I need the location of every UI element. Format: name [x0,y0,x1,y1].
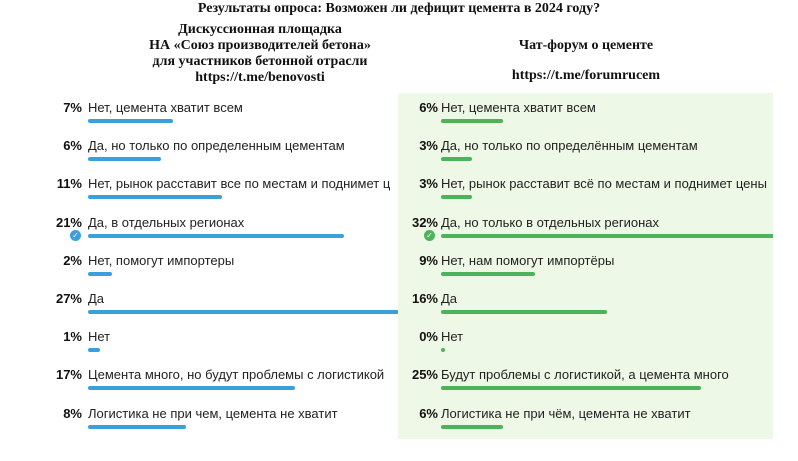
poll-option-label: Да [441,291,458,306]
poll-option-label: Нет [88,329,111,345]
poll-option-percent: 6% [419,100,438,115]
poll-option-label: Нет, рынок расставит все по местам и под… [88,176,391,192]
poll-option-row: 32% Да, но только в отдельных регионах ✓ [398,208,773,246]
left-poll-header: Дискуссионная площадка НА «Союз производ… [70,22,450,86]
poll-option-row: 0% Нет [398,322,773,360]
poll-option-label: Да, но только по определенным цементам [88,138,345,154]
poll-option-bar [441,348,445,353]
poll-option-percent: 16% [411,291,438,306]
poll-option-label: Цемента много, но будут проблемы с логис… [88,367,385,383]
left-header-line: для участников бетонной отрасли [152,54,368,69]
poll-option-row: 6% Да, но только по определенным цементам [0,131,398,169]
poll-option-bar [88,195,223,200]
poll-option-percent: 17% [55,367,82,383]
poll-option-bar [88,157,162,162]
poll-option-row: 17% Цемента много, но будут проблемы с ло… [0,360,398,398]
poll-option-bar [88,310,398,314]
left-poll-panel: 7% Нет, цемента хватит всем 6% Да, но тольк… [0,93,398,439]
right-poll-header-title: Чат-форум о цементе [518,38,654,53]
poll-option-bar [441,386,701,391]
poll-option-row: 3% Нет, рынок расставит всё по местам и п… [398,169,773,207]
poll-option-bar [441,195,473,200]
poll-option-label: Да, но только в отдельных регионах [441,214,660,230]
poll-option-percent: 11% [56,176,82,192]
poll-option-percent: 3% [419,138,438,154]
poll-option-bar [88,348,101,353]
poll-option-bar [88,386,296,391]
poll-option-bar [441,233,773,238]
poll-option-percent: 2% [63,252,82,268]
poll-option-row: 6% Нет, цемента хватит всем [398,93,773,131]
poll-option-percent: 8% [63,405,82,421]
right-poll-header-url: https://t.me/forumrucem [511,68,661,83]
poll-option-bar [441,157,473,162]
poll-option-row: 8% Логистика не при чем, цемента не хвати… [0,399,398,437]
poll-option-percent: 6% [419,405,438,421]
check-circle-icon: ✓ [70,229,81,241]
poll-option-row: 11% Нет, рынок расставит все по местам и … [0,169,398,207]
poll-option-label: Логистика не при чем, цемента не хватит [88,405,338,421]
poll-option-percent: 27% [55,291,82,306]
poll-option-label: Нет, нам помогут импортёры [441,252,615,268]
poll-option-bar [441,271,535,276]
poll-option-percent: 1% [63,329,82,345]
left-header-url: https://t.me/benovosti [195,70,325,85]
poll-option-percent: 0% [419,329,438,345]
poll-option-row: 6% Логистика не при чём, цемента не хвати… [398,399,773,437]
poll-option-bar [441,310,608,314]
poll-option-row: 21% Да, в отдельных регионах ✓ [0,208,398,246]
poll-option-label: Нет, помогут импортеры [88,252,235,268]
poll-option-bar [88,424,186,429]
poll-option-label: Нет, цемента хватит всем [441,100,596,115]
poll-option-row: 2% Нет, помогут импортеры [0,246,398,284]
poll-option-bar [441,424,504,429]
poll-option-bar [88,271,113,276]
poll-option-label: Нет, цемента хватит всем [88,100,243,115]
poll-option-percent: 25% [411,367,438,383]
poll-option-row: 3% Да, но только по определённым цементам [398,131,773,169]
poll-option-label: Логистика не при чём, цемента не хватит [441,405,691,421]
poll-option-label: Да, но только по определённым цементам [441,138,698,154]
poll-option-percent: 9% [419,252,438,268]
poll-option-bar [88,233,345,238]
poll-option-label: Нет, рынок расставит всё по местам и под… [441,176,767,192]
poll-option-row: 27% Да [0,284,398,322]
poll-option-row: 7% Нет, цемента хватит всем [0,93,398,131]
poll-option-percent: 21% [55,214,82,230]
poll-option-percent: 6% [63,138,82,154]
right-poll-panel: 6% Нет, цемента хватит всем 3% Да, но тольк… [398,93,773,439]
left-header-line: НА «Союз производителей бетона» [149,38,371,53]
poll-option-bar [441,119,504,123]
poll-option-percent: 7% [63,100,82,115]
page-title: Результаты опроса: Возможен ли дефицит ц… [197,1,601,16]
poll-option-row: 9% Нет, нам помогут импортёры [398,246,773,284]
poll-option-percent: 3% [419,176,438,192]
poll-option-label: Будут проблемы с логистикой, а цемента м… [441,367,729,383]
poll-option-row: 16% Да [398,284,773,322]
poll-option-row: 1% Нет [0,322,398,360]
poll-option-label: Да [88,291,105,306]
poll-option-bar [88,119,174,123]
poll-option-percent: 32% [411,214,438,230]
check-circle-icon: ✓ [424,229,435,241]
poll-option-row: 25% Будут проблемы с логистикой, а цемент… [398,360,773,398]
left-header-line: Дискуссионная площадка [178,22,342,37]
poll-option-label: Нет [441,329,464,345]
poll-option-label: Да, в отдельных регионах [88,214,245,230]
